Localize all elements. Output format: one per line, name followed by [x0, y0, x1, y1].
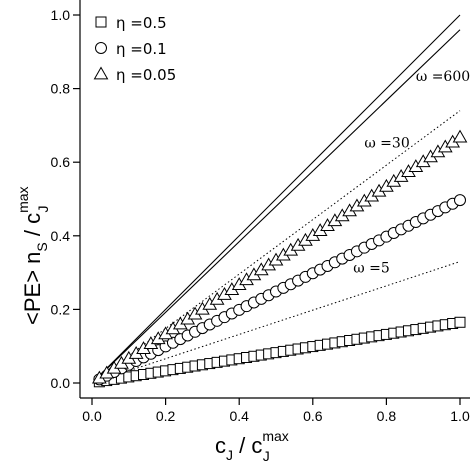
- legend-label: η =0.1: [116, 40, 167, 58]
- axes: 0.0 0.2 0.4 0.6 0.8 1.0 0.0 0.2 0.4 0.6 0.8 1.0: [51, 0, 470, 424]
- axis-label-sep: / c: [233, 433, 262, 458]
- y-tick-label: 0.0: [51, 375, 71, 391]
- omega-line-1: [99, 110, 461, 378]
- x-tick-label: 0.4: [229, 408, 249, 424]
- y-tick-label: 0.6: [51, 154, 71, 170]
- x-tick-label: 1.0: [450, 408, 470, 424]
- series-triangle: [91, 129, 468, 384]
- axis-label-sub: S: [34, 242, 50, 251]
- legend-marker-circle: [95, 42, 107, 54]
- y-tick-label: 0.8: [51, 81, 71, 97]
- legend: η =0.5 η =0.1 η =0.05: [93, 14, 176, 84]
- legend-marker-square: [95, 16, 107, 28]
- omega-label: ω =5: [353, 261, 390, 277]
- omega-line-0: [98, 29, 461, 377]
- omega-label: ω =30: [364, 135, 409, 151]
- x-tick-label: 0.0: [82, 408, 102, 424]
- axis-label-sup: max: [15, 186, 31, 212]
- series-circle: [93, 194, 466, 386]
- series-square: [93, 316, 466, 388]
- omega-label: ω =600: [416, 69, 470, 85]
- axis-label-main: <PE> n: [20, 252, 45, 325]
- y-tick-label: 0.2: [51, 301, 71, 317]
- x-axis-label: cJ / cmax J: [215, 428, 289, 464]
- data-point-circle: [454, 194, 466, 207]
- axis-labels: cJ / cmax J<PE> nS / cmax J: [15, 186, 289, 464]
- x-tick-label: 0.8: [377, 408, 397, 424]
- diagonal-line: [98, 14, 461, 377]
- omega-line-2: [99, 261, 461, 382]
- y-tick-label: 1.0: [51, 7, 71, 23]
- legend-marker-triangle: [93, 66, 109, 80]
- x-tick-label: 0.6: [303, 408, 323, 424]
- axis-label-sub2: J: [35, 205, 51, 212]
- data-point-triangle: [452, 129, 468, 143]
- axis-label-main: c: [215, 433, 226, 458]
- axis-label-sub: J: [226, 447, 233, 463]
- axis-label-sep: / c: [20, 213, 45, 242]
- legend-label: η =0.5: [116, 14, 167, 32]
- legend-label: η =0.05: [116, 66, 176, 84]
- x-tick-label: 0.2: [156, 408, 176, 424]
- y-axis-label: <PE> nS / cmax J: [15, 186, 51, 325]
- axis-label-sup: max: [262, 428, 288, 444]
- y-tick-label: 0.4: [51, 228, 71, 244]
- omega-labels: ω =600 ω =30 ω =5: [353, 69, 470, 276]
- data-point-square: [454, 316, 466, 328]
- axis-label-sub2: J: [263, 448, 270, 464]
- reference-lines: [98, 14, 461, 382]
- data-series: [91, 129, 468, 388]
